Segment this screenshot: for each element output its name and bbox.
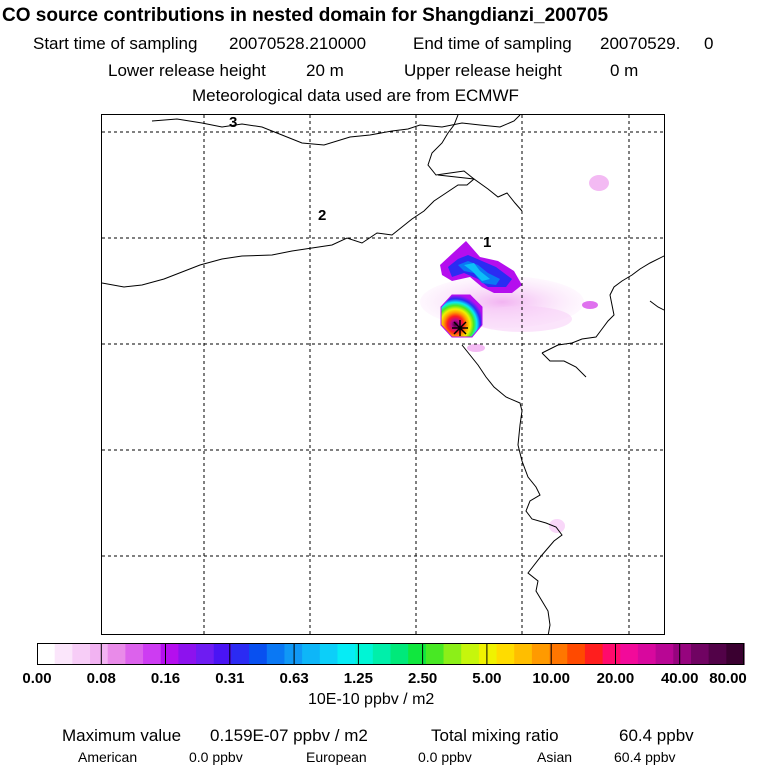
colorbar-cell	[443, 643, 462, 665]
colorbar-cell	[90, 643, 109, 665]
colorbar-cell	[549, 643, 568, 665]
coast-bohai-north	[437, 174, 523, 212]
coast-korea-north	[541, 255, 664, 354]
colorbar-cell	[637, 643, 657, 665]
plume-patch-south	[467, 344, 485, 352]
map-borders	[102, 115, 664, 634]
colorbar-cell	[372, 643, 392, 665]
colorbar-cell	[319, 643, 339, 665]
colorbar-cell	[620, 643, 639, 665]
colorbar-tick-label: 0.00	[22, 670, 52, 687]
colorbar-cell	[567, 643, 586, 665]
colorbar-unit: 10E-10 ppbv / m2	[308, 691, 435, 708]
colorbar-cell	[266, 643, 286, 665]
colorbar-tick-label: 2.50	[408, 670, 438, 687]
colorbar-tick-label: 0.08	[86, 670, 116, 687]
max-value: 0.159E-07 ppbv / m2	[210, 726, 368, 745]
colorbar-cell	[160, 643, 180, 665]
upper-height-label: Upper release height	[404, 61, 562, 80]
colorbar-tick-label: 20.00	[596, 670, 635, 687]
plume-patch-east	[582, 301, 598, 309]
colorbar-cell	[514, 643, 533, 665]
european-value: 0.0 ppbv	[418, 749, 472, 765]
american-label: American	[78, 749, 138, 765]
asian-label: Asian	[537, 749, 573, 765]
map-canvas: 3 2 1	[102, 115, 664, 634]
total-mixing-label: Total mixing ratio	[431, 726, 559, 745]
region-label-1: 1	[483, 234, 491, 251]
colorbar-cell	[496, 643, 515, 665]
start-time-label: Start time of sampling	[33, 34, 198, 53]
colorbar-cell	[355, 643, 374, 665]
map-panel: 3 2 1	[101, 114, 665, 635]
start-time-value: 20070528.210000	[229, 34, 367, 53]
colorbar-cell	[584, 643, 604, 665]
colorbar-cell	[302, 643, 321, 665]
end-time-value: 20070529. 0	[600, 34, 714, 53]
colorbar-tick-label: 5.00	[472, 670, 502, 687]
colorbar-cell	[125, 643, 144, 665]
colorbar-cell	[337, 643, 356, 665]
region-label-3: 3	[229, 115, 237, 131]
colorbar-cell	[178, 643, 197, 665]
european-label: European	[306, 749, 367, 765]
colorbar-tick-label: 0.16	[150, 670, 181, 687]
colorbar	[37, 643, 745, 665]
plume-source-hotspot	[440, 294, 483, 338]
colorbar-cell	[602, 643, 621, 665]
receptor-star-icon	[452, 320, 468, 336]
colorbar-cell	[284, 643, 303, 665]
lower-height-value: 20 m	[306, 61, 344, 80]
coast-korea-east	[649, 300, 664, 311]
coast-bohai-west	[461, 344, 523, 412]
region-label-2: 2	[318, 207, 326, 224]
colorbar-cell	[213, 643, 233, 665]
colorbar-cell	[461, 643, 480, 665]
colorbar-cell	[408, 643, 427, 665]
colorbar-cell	[231, 643, 250, 665]
colorbar-cell	[37, 643, 56, 665]
colorbar-frame	[37, 643, 744, 665]
colorbar-tick-label: 40.00	[660, 670, 699, 687]
colorbar-cell	[107, 643, 126, 665]
colorbar-tick-label: 0.63	[279, 670, 309, 687]
colorbar-cell	[531, 643, 551, 665]
colorbar-cell	[708, 643, 727, 665]
plume-halo	[420, 175, 609, 533]
colorbar-cell	[478, 643, 498, 665]
colorbar-tick-label: 80.00	[709, 670, 747, 687]
plume-core	[440, 241, 522, 293]
met-data-note: Meteorological data used are from ECMWF	[192, 86, 519, 105]
plume-patch-northeast	[589, 175, 609, 191]
map-gridlines	[102, 115, 664, 634]
colorbar-cell	[690, 643, 710, 665]
colorbar-tick-label: 1.25	[343, 670, 373, 687]
colorbar-cell	[726, 643, 745, 665]
asian-value: 60.4 ppbv	[614, 749, 676, 765]
colorbar-cell	[143, 643, 162, 665]
colorbar-cell	[655, 643, 674, 665]
coast-peninsula	[541, 352, 587, 378]
page-title: CO source contributions in nested domain…	[2, 5, 609, 26]
lower-height-label: Lower release height	[108, 61, 266, 80]
coast-east-china	[517, 410, 563, 634]
american-value: 0.0 ppbv	[189, 749, 243, 765]
colorbar-cell	[249, 643, 268, 665]
colorbar-tick-label: 0.31	[215, 670, 245, 687]
colorbar-cell	[54, 643, 73, 665]
end-time-label: End time of sampling	[413, 34, 572, 53]
colorbar-cell	[390, 643, 409, 665]
colorbar-cell	[673, 643, 692, 665]
colorbar-cell	[196, 643, 215, 665]
colorbar-tick-label: 10.00	[532, 670, 570, 687]
plume-cyan-core	[464, 263, 490, 281]
border-north	[151, 115, 521, 146]
max-value-label: Maximum value	[62, 726, 182, 745]
total-mixing-value: 60.4 ppbv	[619, 726, 694, 745]
colorbar-cell	[425, 643, 445, 665]
colorbar-cell	[72, 643, 91, 665]
upper-height-value: 0 m	[610, 61, 639, 80]
border-central	[102, 115, 475, 288]
plume-patch-far-south	[549, 519, 565, 533]
